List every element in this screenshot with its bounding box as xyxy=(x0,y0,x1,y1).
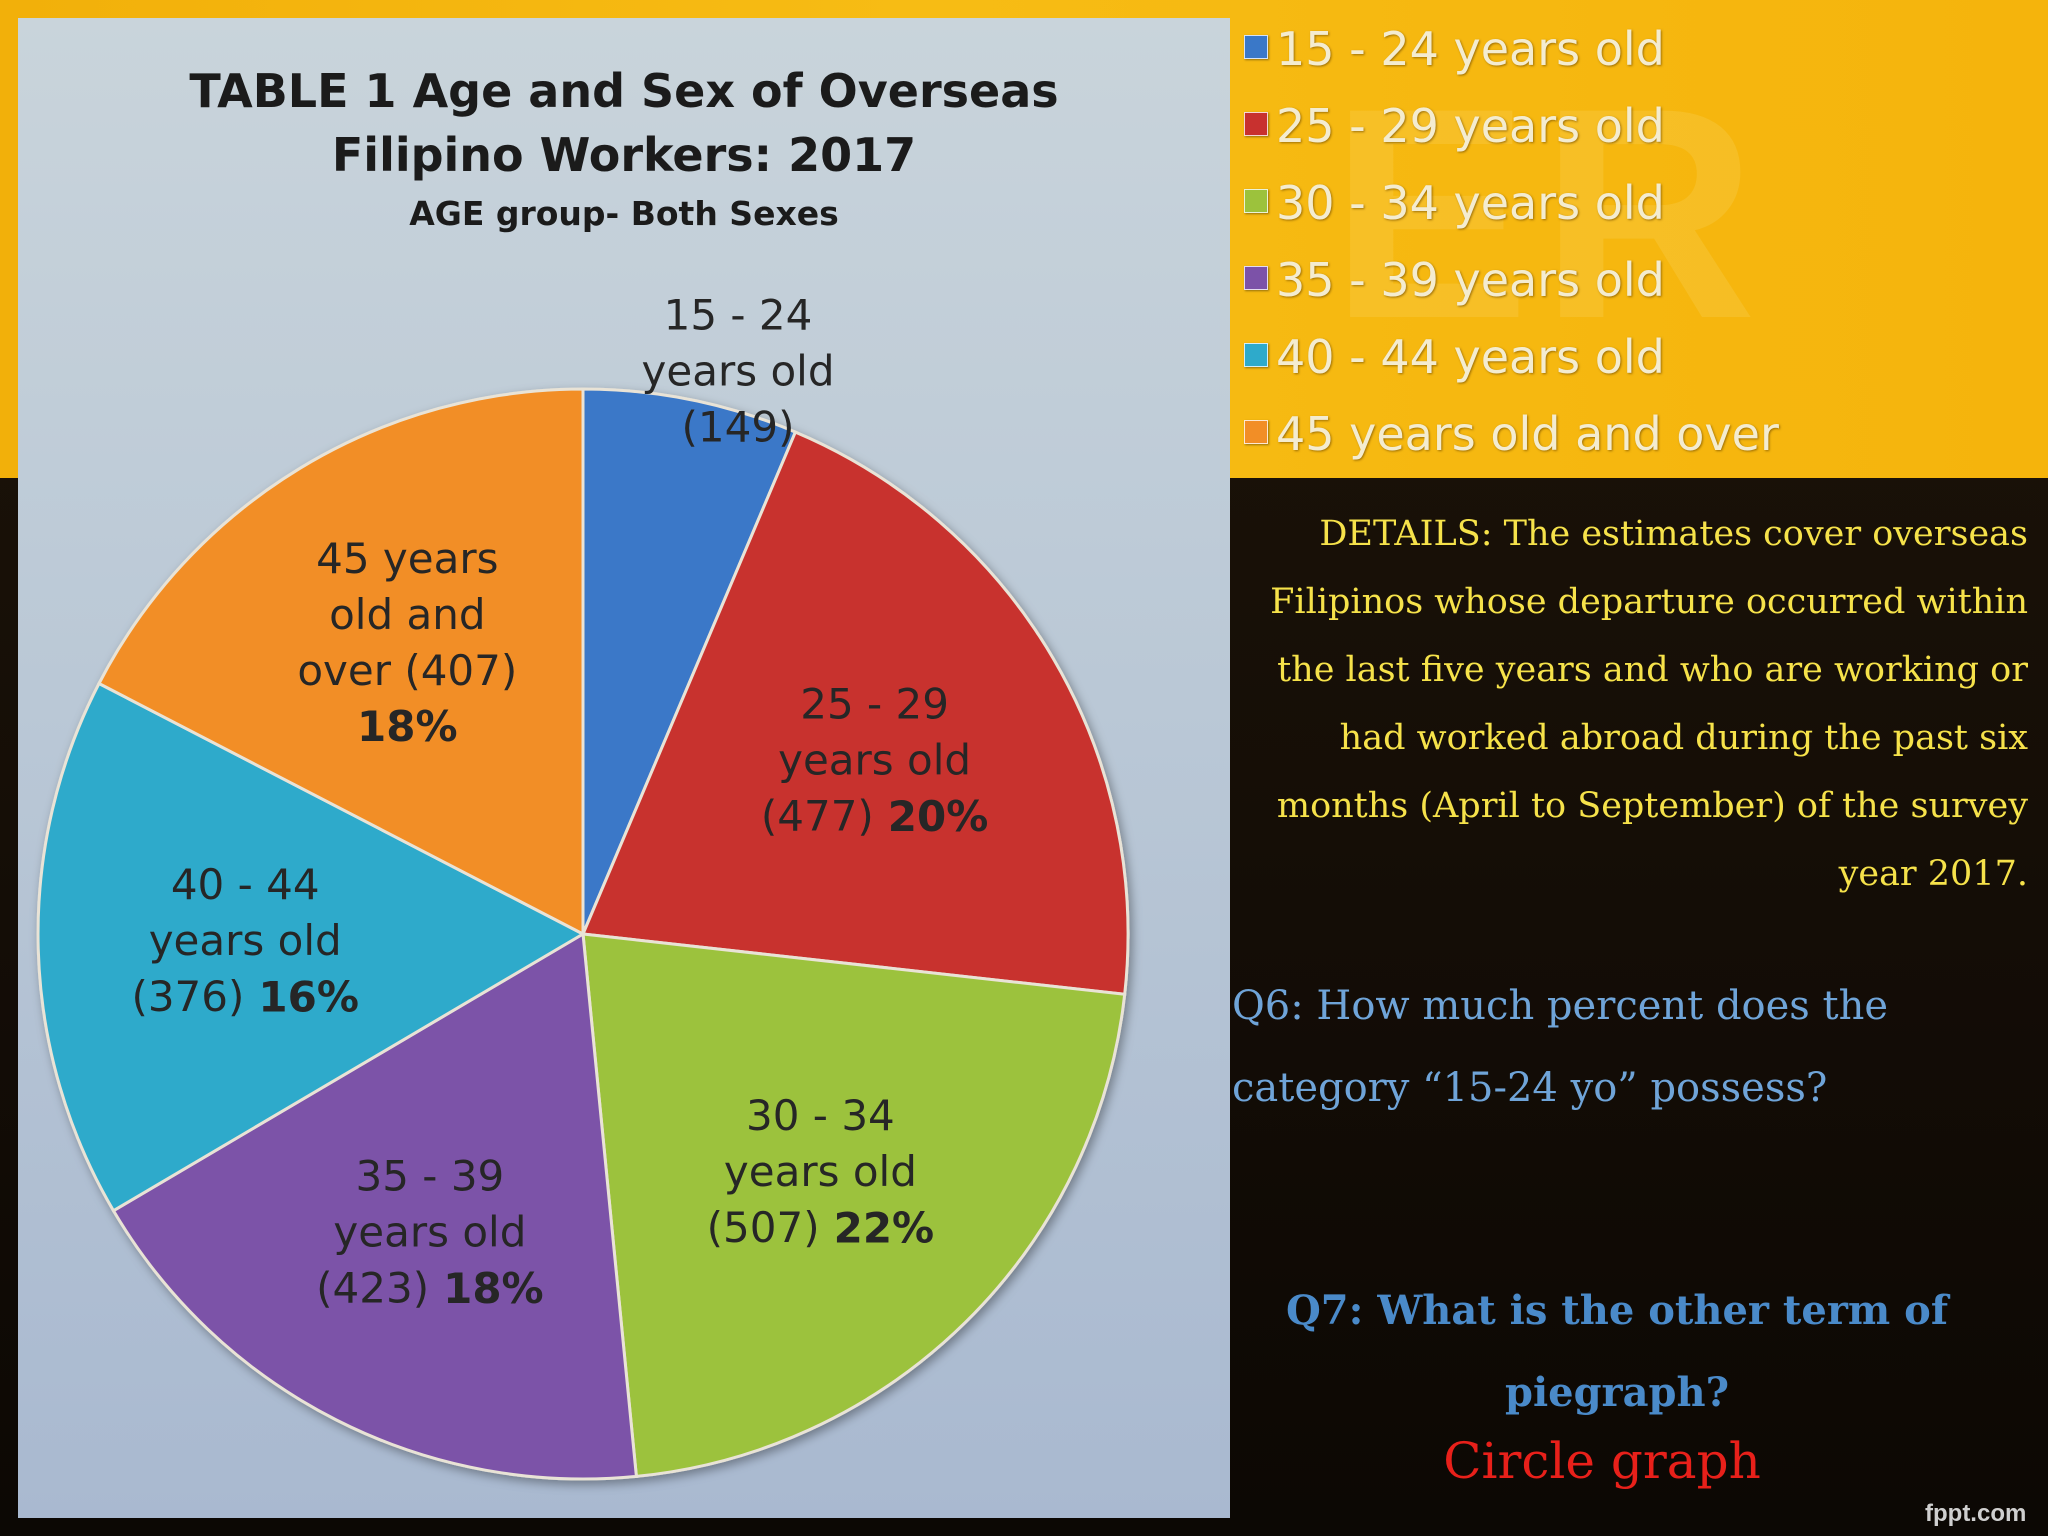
svg-text:over (407): over (407) xyxy=(297,646,517,695)
pie-chart: 15 - 24 years old (149) 25 - 29 years old (47… xyxy=(36,291,1130,1481)
legend-item-5: 40 - 44 years old xyxy=(1244,330,1665,390)
svg-text:40 - 44: 40 - 44 xyxy=(171,860,320,909)
pie-label-2: 25 - 29 years old (477) 20% xyxy=(761,680,988,841)
legend-label: 25 - 29 years old xyxy=(1276,99,1665,153)
svg-text:years old: years old xyxy=(642,347,835,396)
legend-label: 40 - 44 years old xyxy=(1276,330,1665,384)
svg-text:years old: years old xyxy=(724,1147,917,1196)
chart-subtitle: AGE group- Both Sexes xyxy=(409,194,839,233)
legend-swatch xyxy=(1244,420,1268,444)
chart-title-line1: TABLE 1 Age and Sex of Overseas xyxy=(189,64,1059,118)
svg-text:years old: years old xyxy=(333,1208,526,1257)
background-watermark: ER xyxy=(1330,45,1767,381)
pie-slice-5 xyxy=(36,681,587,1213)
legend-item-4: 35 - 39 years old xyxy=(1244,253,1665,313)
svg-text:years old: years old xyxy=(149,916,342,965)
details-text: DETAILS: The estimates cover overseas Fi… xyxy=(1270,514,2028,894)
answer-text: Circle graph xyxy=(1443,1432,1761,1490)
pie-label-6: 45 years old and over (407) 18% xyxy=(297,534,517,751)
pie-slice-3 xyxy=(581,932,1127,1479)
pie-slice-4 xyxy=(111,931,639,1481)
svg-text:25 - 29: 25 - 29 xyxy=(800,680,949,729)
question-7: Q7: What is the other term of piegraph? xyxy=(1285,1287,1949,1416)
legend-item-3: 30 - 34 years old xyxy=(1244,176,1665,236)
legend-swatch xyxy=(1244,189,1268,213)
legend-label: 30 - 34 years old xyxy=(1276,176,1665,230)
legend-swatch xyxy=(1244,112,1268,136)
svg-text:(149): (149) xyxy=(682,403,795,452)
chart-panel: 15 - 24 years old (149) 25 - 29 years old (47… xyxy=(18,18,1230,1518)
legend-swatch xyxy=(1244,35,1268,59)
svg-text:18%: 18% xyxy=(357,702,458,751)
svg-text:years old: years old xyxy=(778,736,971,785)
pie-slice-1 xyxy=(581,387,798,935)
svg-text:old and: old and xyxy=(329,590,485,639)
legend-label: 35 - 39 years old xyxy=(1276,253,1665,307)
svg-text:35 - 39: 35 - 39 xyxy=(356,1152,505,1201)
brand-logo-text: fppt.com xyxy=(1925,1500,2027,1527)
svg-text:(477)20%: (477) 20% xyxy=(761,792,988,841)
legend-label: 15 - 24 years old xyxy=(1276,22,1665,76)
svg-text:15 - 24: 15 - 24 xyxy=(664,291,813,340)
legend-label: 45 years old and over xyxy=(1276,407,1779,461)
svg-text:45 years: 45 years xyxy=(316,534,498,583)
question-6: Q6: How much percent does the category “… xyxy=(1232,983,1889,1111)
legend-item-6: 45 years old and over xyxy=(1244,407,1779,467)
pie-slice-2 xyxy=(580,430,1130,996)
legend-item-2: 25 - 29 years old xyxy=(1244,99,1665,159)
legend-swatch xyxy=(1244,343,1268,367)
svg-text:30 - 34: 30 - 34 xyxy=(746,1091,895,1140)
pie-label-1: 15 - 24 years old (149) xyxy=(642,291,835,452)
legend-item-1: 15 - 24 years old xyxy=(1244,22,1665,82)
pie-slice-6 xyxy=(96,387,585,937)
chart-title-line2: Filipino Workers: 2017 xyxy=(331,128,917,182)
legend-swatch xyxy=(1244,266,1268,290)
